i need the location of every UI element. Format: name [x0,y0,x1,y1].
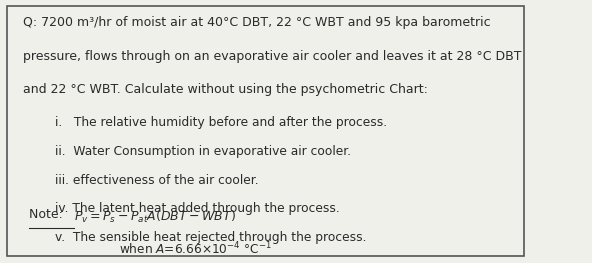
Text: and 22 °C WBT. Calculate without using the psychometric Chart:: and 22 °C WBT. Calculate without using t… [23,83,428,96]
Text: Note:: Note: [28,209,66,221]
Text: ii.  Water Consumption in evaporative air cooler.: ii. Water Consumption in evaporative air… [55,145,351,158]
FancyBboxPatch shape [7,6,524,256]
Text: pressure, flows through on an evaporative air cooler and leaves it at 28 °C DBT: pressure, flows through on an evaporativ… [23,49,522,63]
Text: iv. The latent heat added through the process.: iv. The latent heat added through the pr… [55,202,340,215]
Text: iii. effectiveness of the air cooler.: iii. effectiveness of the air cooler. [55,174,259,187]
Text: $P_v = P_s - P_{at}A(DBT - WBT)$: $P_v = P_s - P_{at}A(DBT - WBT)$ [74,209,236,225]
Text: when $A$=6.66$\times$10$^{-4}$ $\degree$C$^{-1}$: when $A$=6.66$\times$10$^{-4}$ $\degree$… [118,241,271,257]
Text: i.   The relative humidity before and after the process.: i. The relative humidity before and afte… [55,116,387,129]
Text: v.  The sensible heat rejected through the process.: v. The sensible heat rejected through th… [55,231,366,244]
Text: Q: 7200 m³/hr of moist air at 40°C DBT, 22 °C WBT and 95 kpa barometric: Q: 7200 m³/hr of moist air at 40°C DBT, … [23,16,491,29]
